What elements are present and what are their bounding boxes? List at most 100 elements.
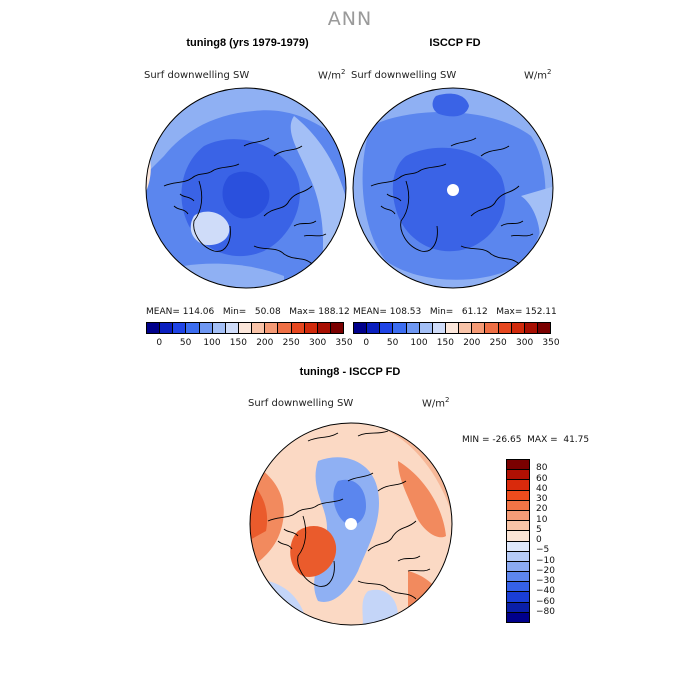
colorbar-swatch [330, 323, 344, 333]
colorbar-label: 5 [536, 524, 542, 535]
colorbar-label: 80 [536, 463, 548, 474]
colorbar-swatch [507, 551, 529, 562]
colorbar-label: −20 [536, 565, 555, 576]
colorbar-swatch [507, 531, 529, 542]
page-title: ANN [327, 8, 373, 30]
right-variable-label: Surf downwelling SW [351, 70, 457, 81]
colorbar-swatch [498, 323, 512, 333]
colorbar-tick-label: 50 [179, 338, 192, 348]
colorbar-label: 30 [536, 494, 548, 504]
left-colorbar-ticks: 0 50 100 150 200 250 300 350 [146, 338, 352, 350]
colorbar-swatch [419, 323, 433, 333]
colorbar-tick-label: 100 [203, 338, 221, 348]
colorbar-swatch [507, 490, 529, 501]
colorbar-swatch [367, 323, 381, 333]
map-field-greenland-red [290, 526, 337, 577]
diff-panel-title: tuning8 - ISCCP FD [299, 366, 401, 378]
map-field-orange [398, 461, 446, 538]
colorbar-tick-label: 0 [363, 338, 370, 348]
colorbar-swatch [432, 323, 446, 333]
colorbar-swatch [160, 323, 174, 333]
colorbar-swatch [459, 323, 473, 333]
colorbar-swatch [406, 323, 420, 333]
colorbar-swatch [507, 500, 529, 511]
colorbar-label: −80 [536, 606, 555, 617]
coastlines [267, 430, 431, 600]
colorbar-tick-label: 0 [156, 338, 163, 348]
map-field-deepest [222, 171, 270, 219]
colorbar-tick-label: 200 [256, 338, 274, 348]
colorbar-swatch [507, 612, 529, 622]
left-panel-title: tuning8 (yrs 1979-1979) [186, 37, 309, 49]
colorbar-tick-label: 300 [516, 338, 534, 348]
colorbar-swatch [225, 323, 239, 333]
colorbar-label: −60 [536, 596, 555, 607]
colorbar-swatch [507, 480, 529, 491]
left-stats: MEAN= 114.06 Min= 50.08 Max= 188.12 [146, 307, 350, 317]
colorbar-label: 20 [536, 504, 548, 515]
colorbar-swatch [278, 323, 292, 333]
colorbar-swatch [199, 323, 213, 333]
colorbar-swatch [524, 323, 538, 333]
colorbar-swatch [291, 323, 305, 333]
coastlines [370, 137, 534, 265]
map-field-deep [432, 93, 469, 117]
colorbar-swatch [252, 323, 266, 333]
colorbar-swatch [445, 323, 460, 333]
diff-colorbar [506, 459, 530, 623]
colorbar-swatch [507, 510, 529, 522]
colorbar-label: 0 [536, 535, 542, 545]
colorbar-tick-label: 100 [410, 338, 428, 348]
colorbar-swatch [537, 323, 551, 333]
pole-missing-data [447, 184, 459, 196]
map-field-light [146, 88, 346, 176]
right-units-label: W/m2 [524, 68, 552, 82]
colorbar-label: −5 [536, 545, 550, 556]
map-field-deep [392, 147, 506, 252]
diff-colorbar-labels: 80 60 40 30 20 10 5 0 −5 −10 −20 −30 −40 −60 −80 [536, 459, 576, 623]
colorbar-tick-label: 350 [335, 338, 353, 348]
left-units-label: W/m2 [318, 68, 346, 82]
colorbar-label: −30 [536, 576, 555, 586]
colorbar-swatch [507, 470, 529, 481]
left-variable-label: Surf downwelling SW [144, 70, 250, 81]
colorbar-tick-label: 200 [463, 338, 481, 348]
colorbar-swatch [507, 602, 529, 613]
colorbar-swatch [212, 323, 226, 333]
colorbar-swatch [147, 323, 161, 333]
colorbar-swatch [304, 323, 318, 333]
colorbar-tick-label: 250 [282, 338, 300, 348]
colorbar-tick-label: 300 [309, 338, 327, 348]
colorbar-swatch [393, 323, 407, 333]
right-stats: MEAN= 108.53 Min= 61.12 Max= 152.11 [353, 307, 557, 317]
diff-variable-label: Surf downwelling SW [248, 398, 354, 409]
colorbar-tick-label: 150 [229, 338, 247, 348]
pole-missing-data [345, 518, 357, 530]
colorbar-swatch [507, 460, 529, 471]
diff-stats: MIN = -26.65 MAX = 41.75 [462, 435, 590, 445]
colorbar-swatch [511, 323, 525, 333]
left-colorbar [146, 322, 344, 334]
colorbar-swatch [380, 323, 394, 333]
map-outline [145, 87, 347, 289]
right-polar-map [352, 87, 554, 289]
colorbar-tick-label: 350 [542, 338, 560, 348]
coastlines [163, 137, 327, 265]
map-outline [352, 87, 554, 289]
colorbar-label: 40 [536, 483, 548, 494]
left-polar-map [145, 87, 347, 289]
colorbar-tick-label: 150 [436, 338, 454, 348]
colorbar-tick-label: 50 [386, 338, 399, 348]
colorbar-label: −10 [536, 555, 555, 566]
colorbar-swatch [186, 323, 200, 333]
colorbar-tick-label: 250 [489, 338, 507, 348]
map-field-mid-blue [333, 479, 366, 526]
colorbar-swatch [472, 323, 486, 333]
right-panel-title: ISCCP FD [429, 37, 481, 49]
colorbar-swatch [507, 592, 529, 603]
colorbar-swatch [507, 541, 529, 552]
colorbar-swatch [485, 323, 499, 333]
diff-units-label: W/m2 [422, 396, 450, 410]
colorbar-swatch [354, 323, 368, 333]
map-field-greenland [190, 211, 230, 246]
